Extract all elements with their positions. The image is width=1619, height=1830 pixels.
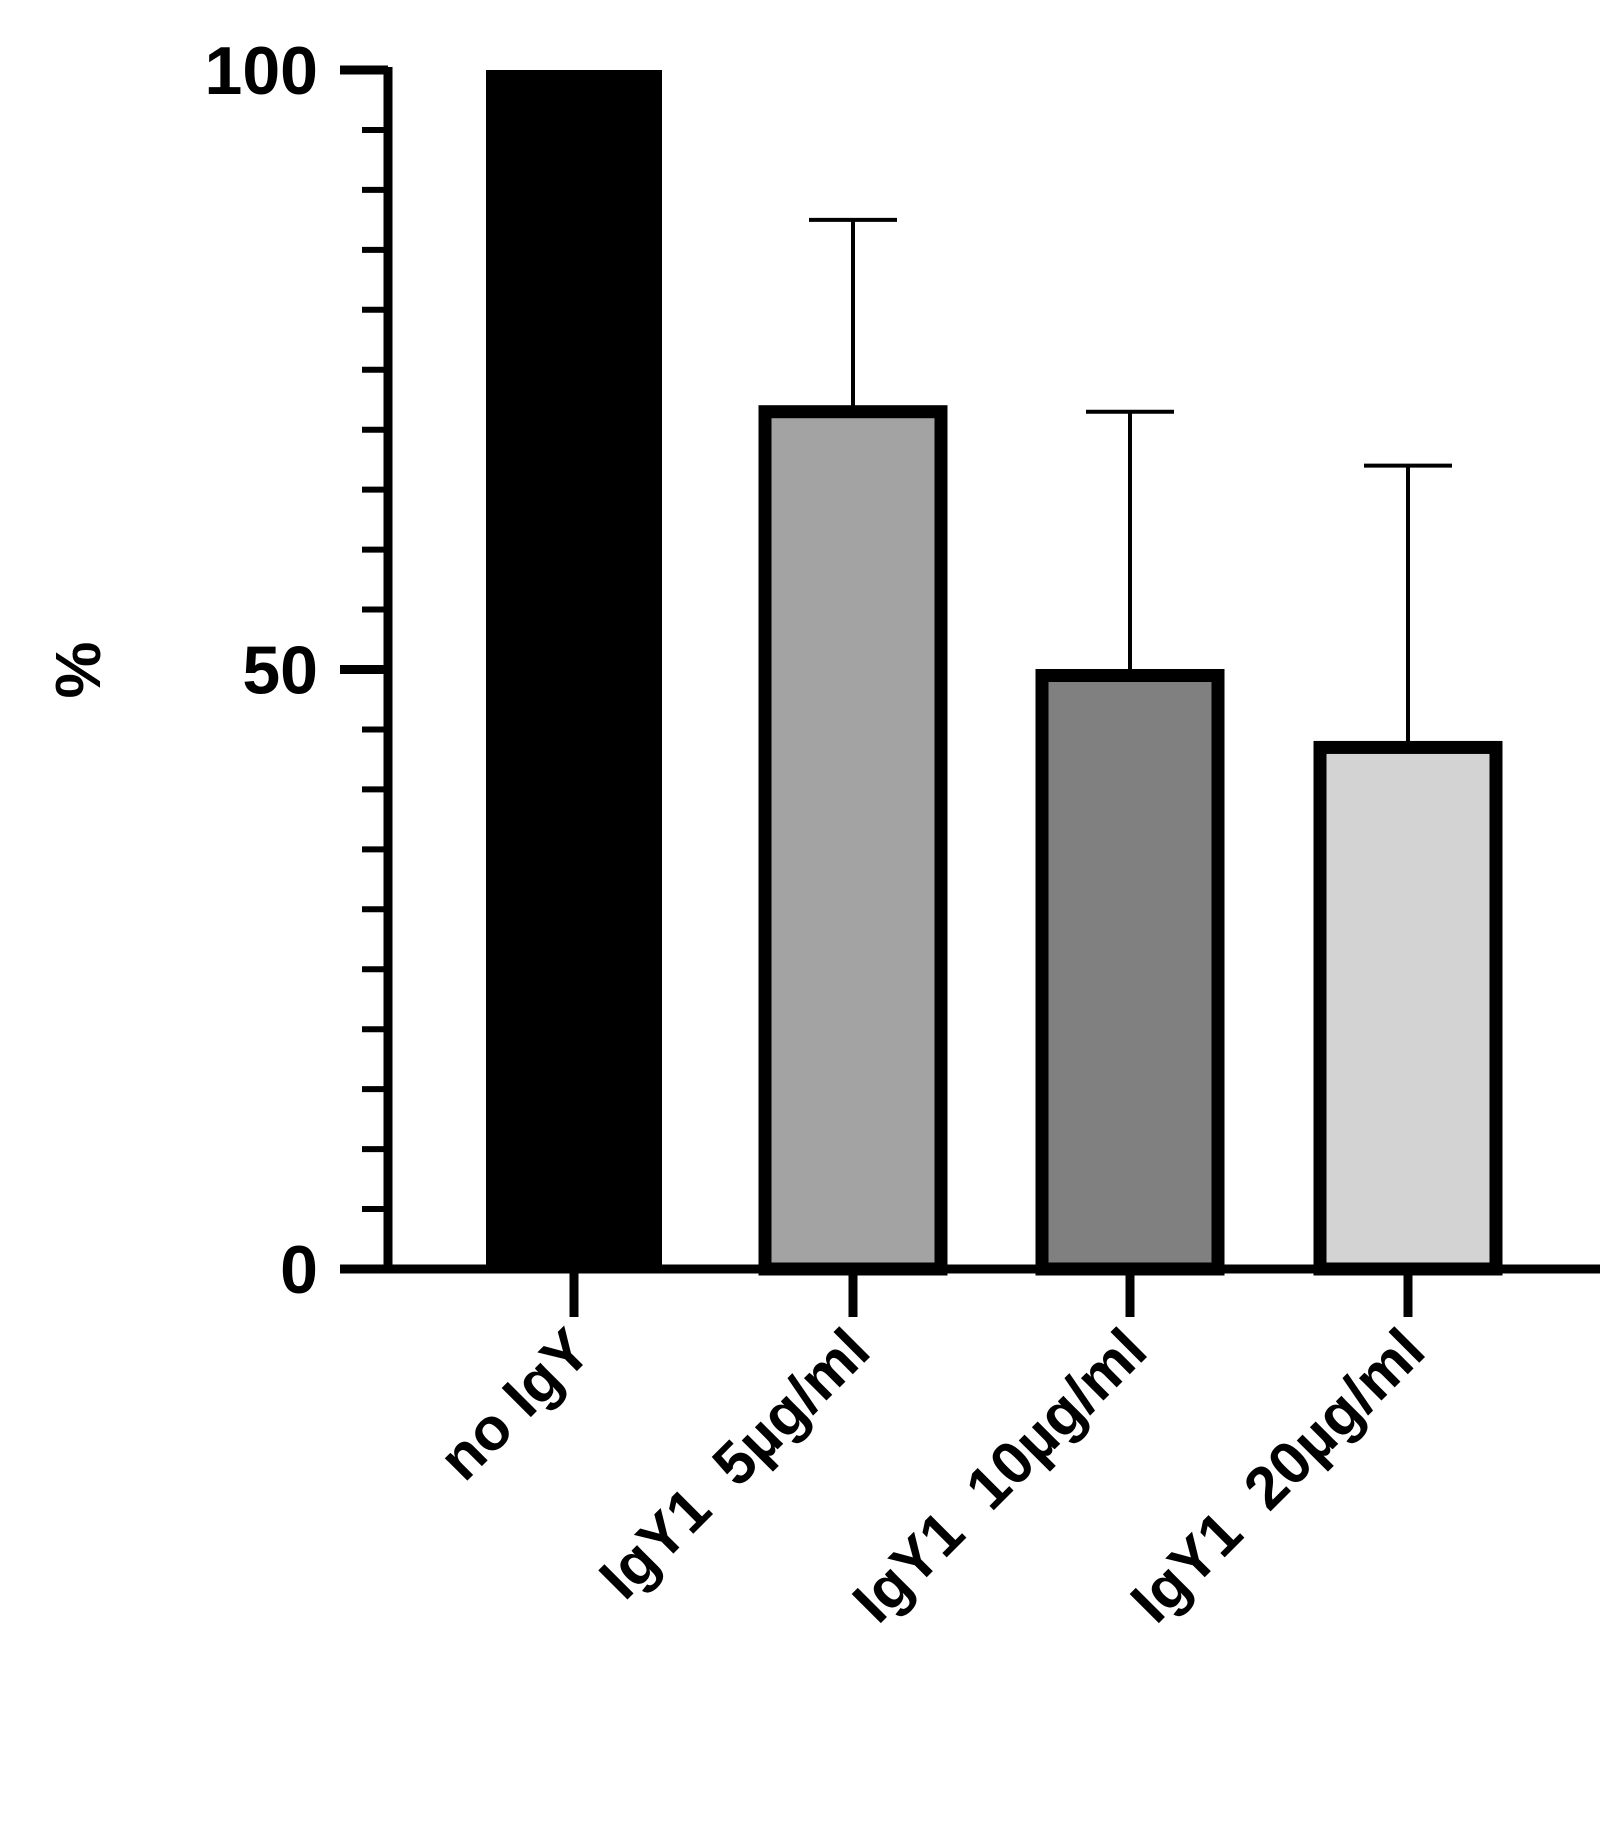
error-bars-layer	[809, 217, 1452, 748]
bar-4	[1313, 740, 1503, 1276]
x-tick-label-2: IgY1 5µg/ml	[586, 1316, 882, 1612]
x-tick-label-3: IgY1 10µg/ml	[840, 1316, 1159, 1635]
y-tick-label: 50	[242, 633, 318, 709]
axes-layer	[340, 65, 1600, 1317]
y-tick-label: 100	[205, 33, 318, 109]
y-axis-title: %	[42, 642, 114, 699]
bar-2	[758, 405, 948, 1276]
x-tick-label-4: IgY1 20µg/ml	[1118, 1316, 1437, 1635]
bars-layer	[486, 70, 1503, 1276]
y-tick-label: 0	[280, 1232, 318, 1308]
x-tick-label-1: no IgY	[426, 1316, 603, 1493]
bar-1	[486, 70, 662, 1269]
bar-3	[1035, 668, 1225, 1276]
